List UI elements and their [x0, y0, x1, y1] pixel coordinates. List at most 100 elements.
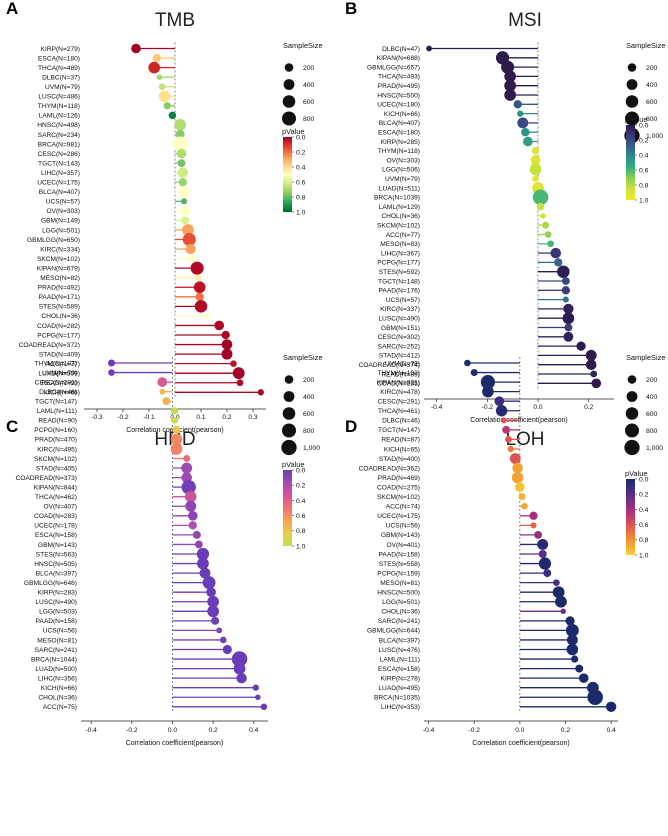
data-row: UVM(N=79)	[42, 369, 173, 377]
data-row: KICH(N=66)	[41, 684, 259, 692]
size-legend-label: 600	[646, 99, 658, 106]
row-label: ESCA(N=158)	[378, 666, 420, 673]
lollipop-point	[231, 651, 248, 667]
lollipop-point	[207, 595, 219, 608]
data-row: MESO(N=81)	[37, 636, 227, 644]
data-row: UVM(N=79)	[385, 175, 539, 183]
panel-title: TMB	[155, 10, 195, 31]
size-legend-dot	[624, 423, 640, 438]
lollipop-point	[505, 436, 512, 443]
row-label: PRAD(N=492)	[38, 285, 80, 292]
data-row: PRAD(N=492)	[38, 281, 206, 294]
lollipop-point	[500, 417, 507, 424]
data-row: HNSC(N=500)	[377, 89, 538, 101]
row-label: UCEC(N=180)	[377, 102, 420, 109]
color-legend-label: 1.0	[639, 197, 649, 204]
lollipop-point	[181, 462, 193, 474]
x-tick-label: -0.2	[117, 414, 129, 421]
data-row: STES(N=592)	[379, 265, 570, 278]
size-legend-label: 400	[303, 394, 315, 401]
size-legend-label: 400	[646, 394, 658, 401]
data-row: COADREAD(N=374)	[359, 359, 597, 371]
data-row: LUAD(N=500)	[35, 662, 246, 675]
x-tick-label: 0.4	[607, 727, 616, 734]
data-row: LUSC(N=490)	[35, 595, 219, 608]
data-row: SKCM(N=102)	[34, 454, 191, 463]
row-label: ESCA(N=180)	[38, 55, 80, 62]
size-legend-label: 1,000	[646, 445, 663, 452]
row-label: CHOL(N=36)	[381, 213, 420, 220]
data-row: OV(N=303)	[386, 155, 541, 166]
data-row: ACC(N=75)	[43, 703, 268, 711]
data-row: CHOL(N=36)	[41, 313, 209, 320]
row-label: ESCA(N=180)	[378, 130, 420, 137]
lollipop-point	[515, 482, 525, 492]
lollipop-point	[470, 369, 478, 377]
lollipop-point	[181, 198, 188, 205]
lollipop-point	[158, 83, 166, 91]
panel-D: D LOH UVM(N=79) THYM(N=102) KIPAN(N=821) KIRC…	[345, 353, 665, 747]
row-label: LGG(N=506)	[382, 167, 420, 174]
lollipop-point	[222, 644, 232, 655]
lollipop-point	[585, 349, 597, 361]
lollipop-point	[426, 45, 432, 52]
lollipop-point	[195, 540, 203, 549]
row-label: SARC(N=241)	[35, 647, 77, 654]
data-row: LGG(N=503)	[39, 605, 220, 618]
lollipop-point	[507, 445, 514, 453]
row-label: PAAD(N=158)	[379, 551, 420, 558]
data-row: CESC(N=291)	[378, 396, 520, 407]
data-row: GBMLGG(N=646)	[24, 576, 216, 590]
color-legend-label: 0.6	[296, 179, 306, 186]
data-row: THYM(N=118)	[38, 102, 175, 110]
lollipop-point	[159, 388, 166, 395]
x-tick-label: -0.1	[143, 414, 155, 421]
row-label: THCA(N=461)	[378, 408, 420, 415]
size-legend-dot	[626, 79, 638, 90]
row-label: SKCM(N=102)	[37, 256, 80, 263]
row-label: GBMLGG(N=646)	[24, 580, 77, 587]
data-row: PAAD(N=158)	[379, 549, 547, 558]
data-row: KIRC(N=337)	[380, 303, 574, 315]
row-label: KIRP(N=283)	[38, 590, 77, 597]
data-row: KIRC(N=478)	[380, 385, 520, 398]
lollipop-point	[185, 243, 196, 255]
row-label: CHOL(N=36)	[41, 313, 80, 320]
lollipop-point	[152, 53, 161, 63]
row-label: LUSC(N=490)	[378, 316, 420, 323]
row-label: OV(N=303)	[46, 208, 80, 215]
size-legend-title: SampleSize	[626, 353, 665, 362]
lollipop-point	[562, 312, 575, 325]
lollipop-point	[178, 186, 190, 198]
row-label: ACC(N=75)	[43, 704, 77, 711]
color-legend-label: 0.2	[296, 483, 306, 490]
panel-letter: C	[6, 417, 18, 436]
color-legend-label: 0.2	[639, 492, 649, 499]
data-row: DLBC(N=47)	[382, 45, 538, 53]
size-legend-label: 400	[303, 82, 315, 89]
size-legend-title: SampleSize	[283, 41, 322, 50]
data-row: READ(N=90)	[38, 416, 178, 425]
x-tick-label: -0.2	[469, 727, 481, 734]
lollipop-point	[550, 247, 561, 259]
size-legend-label: 400	[646, 82, 658, 89]
lollipop-point	[565, 623, 579, 637]
data-row: SKCM(N=102)	[37, 255, 196, 263]
lollipop-point	[504, 70, 516, 83]
data-row: CESC(N=302)	[378, 331, 574, 342]
row-label: LAML(N=126)	[39, 113, 80, 120]
size-legend-label: 800	[303, 428, 315, 435]
data-row: BLCA(N=397)	[36, 567, 211, 579]
lollipop-point	[180, 205, 191, 216]
lollipop-point	[148, 61, 161, 74]
x-tick-label: 0.2	[584, 404, 593, 411]
data-row: LUAD(N=511)	[379, 182, 544, 194]
lollipop-point	[537, 539, 549, 550]
row-label: LGG(N=503)	[39, 609, 77, 616]
row-label: GBMLGG(N=644)	[367, 628, 420, 635]
row-label: BRCA(N=1035)	[374, 695, 420, 702]
size-legend-label: 1,000	[646, 133, 663, 140]
size-legend-dot	[627, 375, 637, 384]
lollipop-point	[211, 616, 220, 625]
row-label: KIRP(N=278)	[381, 675, 420, 682]
